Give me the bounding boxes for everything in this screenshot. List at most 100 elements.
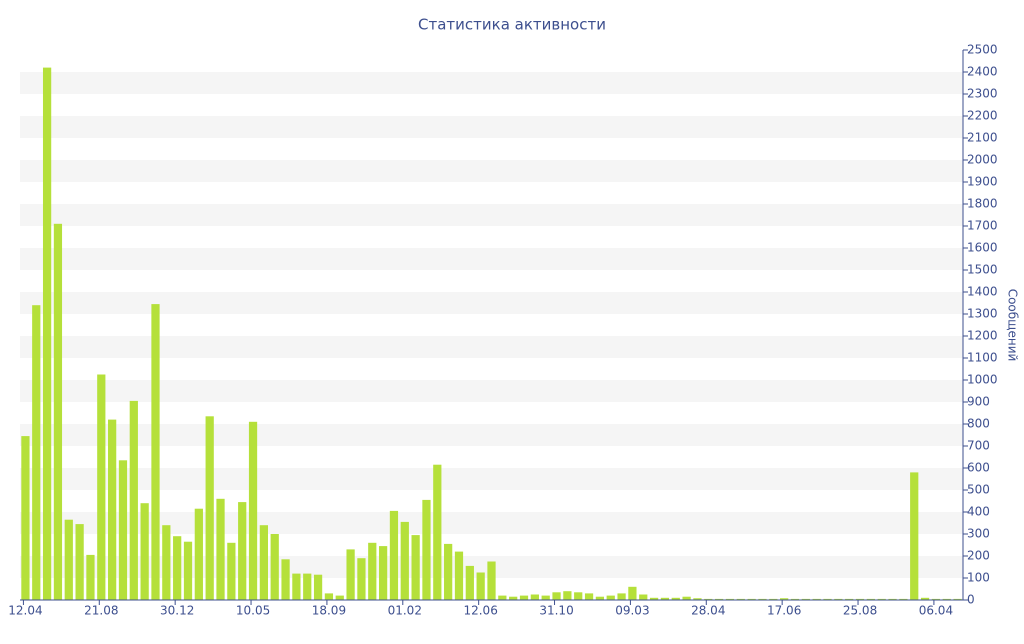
bar [845,598,854,600]
y-tick-label: 0 [967,593,975,607]
y-tick-label: 100 [967,571,990,585]
bar [324,593,334,600]
bar [888,598,897,600]
bar [303,573,312,600]
bar [205,416,214,600]
bar [75,524,84,600]
bar [639,594,648,600]
bar [574,592,583,600]
x-tick-label: 10.05 [236,604,270,618]
bar [715,598,724,600]
bar [183,541,193,600]
bar [747,598,756,600]
bar [487,561,496,600]
y-tick-label: 1000 [967,373,998,387]
bar [725,598,735,600]
bar [118,460,128,600]
bar [108,419,117,600]
y-tick-label: 800 [967,417,990,431]
y-tick-label: 200 [967,549,990,563]
grid-band [20,512,963,534]
bar [53,223,63,601]
grid-band [20,160,963,182]
y-tick-label: 700 [967,439,990,453]
bar [758,598,767,600]
x-tick-label: 18.09 [312,604,346,618]
bar [411,535,420,600]
bar [292,573,301,600]
bar [378,546,388,600]
bar [313,574,323,600]
x-tick-label: 28.04 [691,604,725,618]
bar [660,597,670,600]
bar [866,598,875,600]
bar [162,525,171,600]
y-tick-label: 600 [967,461,990,475]
bar [682,596,691,600]
bar [509,596,518,600]
y-tick-label: 2300 [967,87,998,101]
x-tick-label: 09.03 [615,604,649,618]
y-axis-title: Сообщений [1006,289,1020,362]
chart-title: Статистика активности [418,16,606,34]
bar [465,565,474,600]
y-tick-label: 1200 [967,329,998,343]
y-tick-label: 500 [967,483,990,497]
y-tick-label: 1500 [967,263,998,277]
bar [920,597,930,600]
grid-band [20,204,963,226]
bar [194,508,203,600]
grid-band [20,72,963,94]
y-tick-label: 1300 [967,307,998,321]
y-tick-label: 2000 [967,153,998,167]
bar [433,464,442,600]
x-tick-label: 12.06 [463,604,497,618]
x-tick-label: 12.04 [8,604,42,618]
bar [444,543,453,600]
bar [173,536,182,600]
bar [422,499,431,600]
bar [498,595,507,600]
bar [357,558,366,600]
bar [151,304,160,600]
bar [248,421,258,600]
bar [606,595,615,600]
bar [649,597,659,600]
bar [704,598,713,600]
bar [140,503,149,600]
bar [335,595,344,600]
bar [541,595,550,600]
bar [42,67,52,601]
grid-band [20,248,963,270]
bar [389,510,399,600]
bar [855,598,865,600]
bar [671,597,680,600]
grid-band [20,336,963,358]
bar [259,525,268,600]
y-tick-label: 1600 [967,241,998,255]
bar [617,593,626,600]
y-tick-label: 1700 [967,219,998,233]
bar [877,598,886,600]
bar [476,572,485,600]
bar [227,542,236,600]
bar [552,592,561,600]
x-tick-label: 21.08 [84,604,118,618]
bar [769,598,778,600]
bar [97,374,106,600]
bar [216,498,225,600]
bar [530,594,539,600]
y-tick-label: 2400 [967,65,998,79]
bar [780,598,789,600]
bar [86,554,95,600]
bar [953,598,962,600]
x-tick-label: 17.06 [767,604,801,618]
bar [281,559,290,600]
bar [823,598,832,600]
bar [790,598,800,600]
bar [801,598,810,600]
bar [238,502,247,600]
bar [21,436,30,600]
bar [834,598,843,600]
